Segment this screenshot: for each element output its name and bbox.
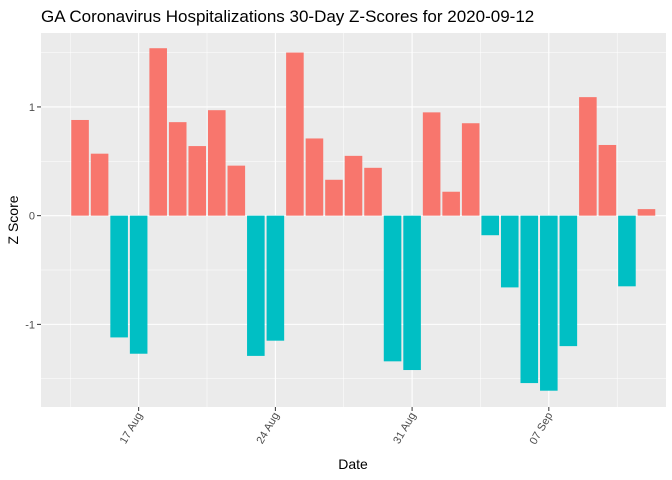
- y-tick-label: 0: [29, 211, 35, 223]
- bars-group: [71, 48, 656, 391]
- bar: [618, 215, 636, 287]
- bar: [500, 215, 519, 288]
- bar: [286, 52, 304, 216]
- bar: [149, 48, 167, 216]
- bar: [422, 112, 441, 216]
- bar: [579, 97, 597, 216]
- y-axis-title: Z Score: [5, 195, 21, 244]
- bar: [598, 144, 617, 216]
- bar: [481, 215, 500, 236]
- x-tick-label: 07 Sep: [528, 411, 556, 447]
- bar: [383, 215, 402, 362]
- x-axis-title: Date: [338, 456, 368, 472]
- bar: [247, 215, 265, 356]
- bar: [344, 155, 363, 216]
- x-axis-ticks: 17 Aug 24 Aug 31 Aug 07 Sep: [118, 407, 556, 447]
- bar: [168, 122, 187, 216]
- bar: [520, 215, 539, 384]
- bar: [403, 215, 421, 371]
- y-tick-label: 1: [29, 102, 35, 114]
- bar: [637, 209, 656, 216]
- y-tick-label: -1: [25, 319, 35, 331]
- bar: [110, 215, 128, 338]
- y-axis-ticks: -1 0 1: [25, 102, 41, 331]
- x-tick-label: 17 Aug: [118, 411, 146, 447]
- bar: [207, 110, 226, 216]
- bar: [266, 215, 285, 341]
- bar: [540, 215, 558, 391]
- bar: [227, 165, 246, 216]
- bar: [305, 138, 324, 216]
- bar: [325, 179, 343, 216]
- chart-title: GA Coronavirus Hospitalizations 30-Day Z…: [41, 7, 534, 26]
- bar: [559, 215, 578, 347]
- bar: [188, 146, 207, 216]
- x-tick-label: 31 Aug: [391, 411, 419, 447]
- bar: [364, 167, 382, 216]
- x-tick-label: 24 Aug: [254, 411, 282, 447]
- bar: [442, 191, 460, 216]
- bar: [90, 153, 109, 216]
- bar: [71, 119, 89, 216]
- bar: [129, 215, 148, 354]
- bar: [461, 123, 480, 216]
